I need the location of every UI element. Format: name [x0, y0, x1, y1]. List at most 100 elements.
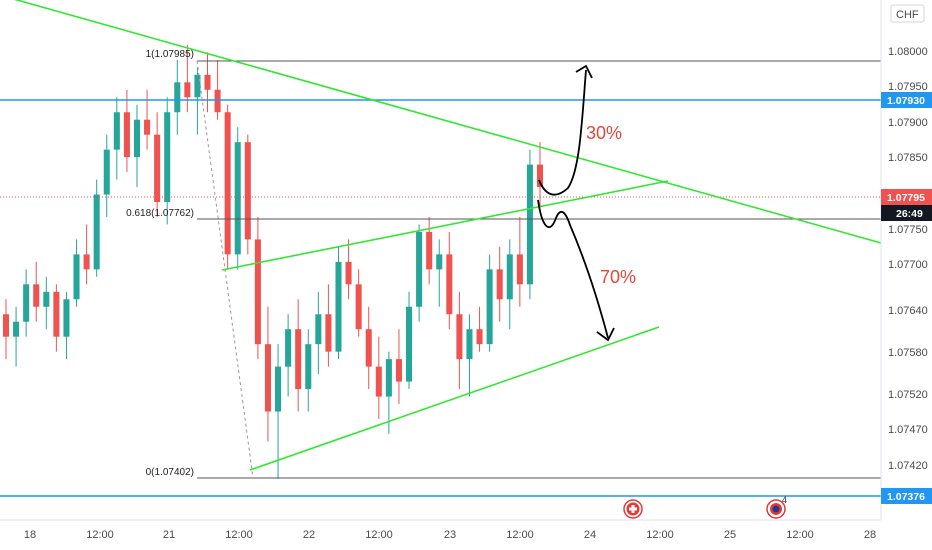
candle[interactable] — [234, 127, 241, 270]
candle-body — [416, 231, 423, 307]
candle[interactable] — [476, 306, 483, 352]
candle[interactable] — [264, 306, 271, 442]
channel-lower-trendline[interactable] — [249, 326, 660, 471]
candle[interactable] — [174, 59, 181, 135]
candle-body — [355, 284, 362, 330]
flag-cross-horizontal — [629, 507, 637, 511]
candle[interactable] — [395, 329, 402, 405]
candle[interactable] — [315, 291, 322, 375]
candle[interactable] — [53, 284, 60, 352]
candle[interactable] — [224, 104, 231, 270]
time-axis[interactable] — [0, 520, 881, 550]
candle[interactable] — [325, 284, 332, 367]
candle[interactable] — [43, 276, 50, 330]
candle[interactable] — [103, 134, 110, 217]
candle[interactable] — [244, 134, 251, 255]
candle-body — [365, 329, 372, 367]
x-tick: 12:00 — [506, 529, 534, 541]
candle[interactable] — [73, 239, 80, 307]
swiss-flag-event-icon[interactable] — [623, 499, 643, 519]
price-tag-box — [881, 488, 932, 504]
candle[interactable] — [83, 224, 90, 285]
candle-body — [133, 119, 141, 158]
upside-probability-label: 30% — [586, 123, 622, 143]
y-tick: 1.08000 — [888, 46, 928, 58]
candle[interactable] — [33, 261, 40, 322]
candle[interactable] — [23, 269, 30, 337]
candle-body — [476, 329, 483, 345]
candle[interactable] — [133, 104, 141, 188]
candle[interactable] — [184, 44, 191, 113]
candle[interactable] — [496, 246, 503, 322]
candle[interactable] — [285, 314, 292, 397]
candle[interactable] — [436, 239, 443, 307]
candle[interactable] — [214, 59, 221, 120]
candle[interactable] — [466, 314, 473, 397]
candle[interactable] — [123, 89, 130, 173]
upside-arrow-head — [575, 64, 593, 79]
candle-body — [285, 329, 292, 367]
candle[interactable] — [375, 336, 382, 419]
candle-body — [446, 254, 453, 315]
candle[interactable] — [305, 329, 312, 412]
candle[interactable] — [154, 112, 161, 217]
x-tick: 12:00 — [786, 529, 814, 541]
candle[interactable] — [2, 299, 10, 360]
candle[interactable] — [365, 306, 372, 390]
candle-body — [375, 366, 382, 397]
candle-body — [385, 359, 392, 397]
candle[interactable] — [456, 291, 463, 390]
y-tick: 1.07580 — [888, 347, 928, 359]
candle[interactable] — [335, 246, 342, 360]
candle-body — [144, 119, 151, 135]
candle[interactable] — [113, 97, 120, 180]
candle-body — [154, 134, 161, 203]
price-tag-box — [881, 189, 932, 205]
candle[interactable] — [506, 239, 513, 330]
currency-badge-frame — [890, 4, 925, 23]
events-cluster-icon[interactable]: 4 — [766, 495, 787, 519]
candle-body — [345, 261, 352, 285]
candle[interactable] — [63, 291, 70, 360]
price-axis[interactable] — [881, 0, 932, 520]
candle[interactable] — [486, 254, 493, 352]
y-tick: 1.07950 — [888, 81, 928, 93]
candle[interactable] — [355, 269, 362, 337]
candle[interactable] — [164, 97, 171, 225]
fib-label-1: 1(1.07985) — [146, 49, 194, 60]
candle-body — [204, 74, 211, 90]
candle[interactable] — [405, 291, 413, 390]
x-tick: 23 — [444, 529, 456, 541]
price-tag-level-upper: 1.07930 — [881, 92, 932, 108]
candle[interactable] — [295, 299, 302, 412]
candle[interactable] — [536, 142, 544, 210]
candle[interactable] — [275, 344, 282, 479]
candle[interactable] — [526, 149, 533, 300]
candle[interactable] — [385, 351, 392, 434]
candle-body — [405, 306, 413, 382]
candle[interactable] — [345, 239, 352, 300]
candle[interactable] — [516, 216, 523, 307]
candle-body — [184, 82, 191, 98]
candle[interactable] — [254, 216, 261, 360]
candle[interactable] — [194, 67, 201, 135]
candle[interactable] — [416, 224, 423, 322]
candle[interactable] — [204, 52, 211, 113]
candle[interactable] — [93, 179, 100, 277]
candle-body — [43, 291, 50, 307]
candle-body — [325, 314, 332, 352]
candle-body — [516, 254, 523, 285]
candle-body — [13, 321, 20, 337]
candle[interactable] — [13, 306, 20, 367]
y-tick: 1.07850 — [888, 152, 928, 164]
x-tick: 12:00 — [225, 529, 253, 541]
event-icon-core — [772, 505, 780, 513]
currency-badge[interactable]: CHF — [890, 4, 925, 23]
x-tick: 12:00 — [365, 529, 393, 541]
candle-body — [305, 344, 312, 390]
y-tick: 1.07750 — [888, 224, 928, 236]
channel-upper-trendline[interactable] — [221, 180, 669, 271]
candle[interactable] — [446, 231, 453, 330]
descending-trendline[interactable] — [10, 0, 882, 244]
